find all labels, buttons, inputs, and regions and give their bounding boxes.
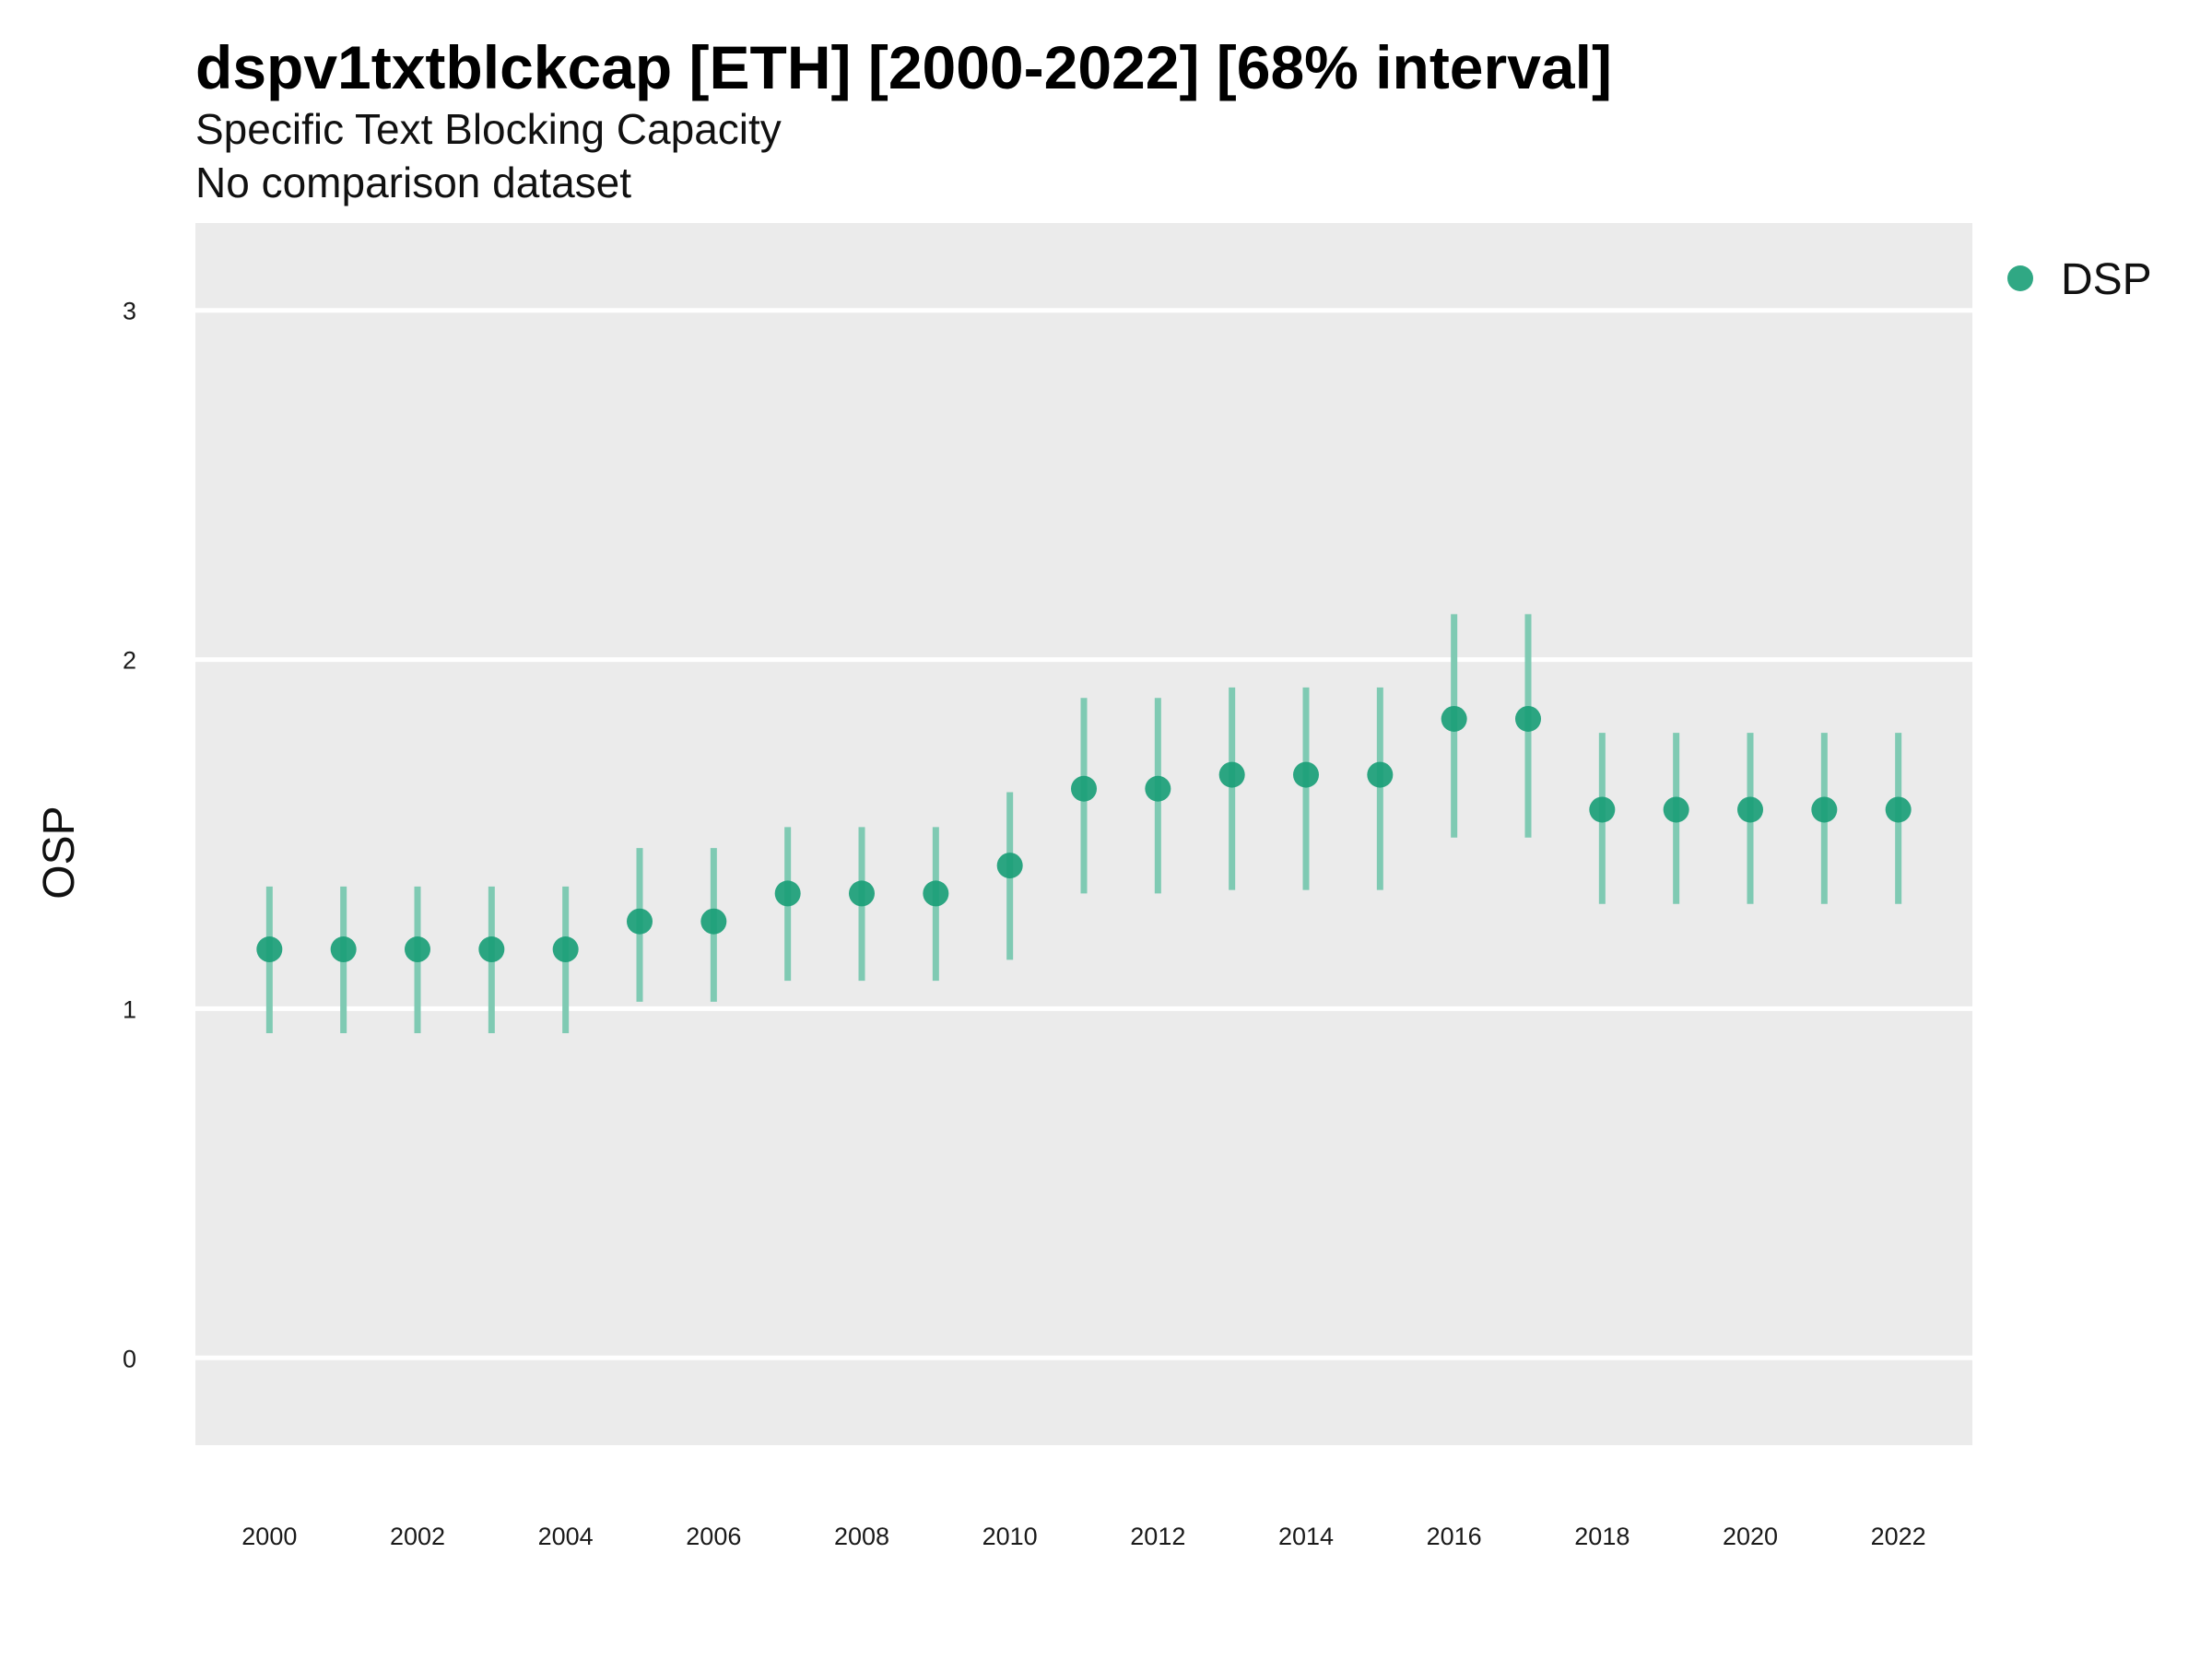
point-2004 (552, 936, 579, 963)
point-2014 (1293, 761, 1319, 788)
chart-caption: No comparison dataset (195, 159, 631, 206)
point-2010 (996, 853, 1023, 879)
point-2011 (1071, 775, 1097, 802)
point-2001 (330, 936, 357, 963)
legend: DSP (2007, 255, 2152, 304)
point-2015 (1367, 761, 1394, 788)
point-2019 (1663, 796, 1689, 823)
y-tick-label-0: 0 (123, 1345, 136, 1372)
x-tick-labels: 2000 2002 2004 2006 2008 2010 2012 2014 2016 2018… (241, 1523, 1925, 1550)
point-2020 (1737, 796, 1763, 823)
point-2009 (923, 880, 949, 907)
x-tick-label-2010: 2010 (982, 1523, 1038, 1550)
x-tick-label-2014: 2014 (1278, 1523, 1334, 1550)
point-2005 (627, 908, 653, 935)
point-2013 (1218, 761, 1245, 788)
point-2018 (1589, 796, 1616, 823)
x-tick-label-2004: 2004 (538, 1523, 594, 1550)
point-2007 (774, 880, 801, 907)
x-tick-label-2002: 2002 (390, 1523, 445, 1550)
y-tick-labels: 0 1 2 3 (123, 298, 136, 1373)
chart-title: dspv1txtblckcap [ETH] [2000-2022] [68% i… (195, 33, 1612, 101)
point-2022 (1885, 796, 1912, 823)
y-tick-label-1: 1 (123, 995, 136, 1023)
legend-key-dsp (2007, 265, 2033, 291)
point-2016 (1441, 705, 1467, 732)
x-tick-label-2020: 2020 (1723, 1523, 1778, 1550)
x-tick-label-2000: 2000 (241, 1523, 297, 1550)
point-2021 (1811, 796, 1838, 823)
y-axis-label: OSP (35, 806, 84, 899)
point-2008 (849, 880, 875, 907)
point-2003 (478, 936, 505, 963)
x-tick-label-2016: 2016 (1427, 1523, 1482, 1550)
legend-label-dsp: DSP (2061, 255, 2152, 304)
data-points (256, 705, 1912, 963)
x-tick-label-2008: 2008 (834, 1523, 889, 1550)
point-2002 (405, 936, 430, 963)
x-tick-label-2006: 2006 (686, 1523, 741, 1550)
point-2006 (700, 908, 727, 935)
point-2012 (1145, 775, 1171, 802)
x-tick-label-2018: 2018 (1574, 1523, 1630, 1550)
y-tick-label-3: 3 (123, 298, 136, 325)
x-tick-label-2022: 2022 (1871, 1523, 1926, 1550)
x-tick-label-2012: 2012 (1130, 1523, 1185, 1550)
point-2017 (1515, 705, 1541, 732)
y-tick-label-2: 2 (123, 647, 136, 675)
chart-subtitle: Specific Text Blocking Capacity (195, 105, 782, 153)
point-2000 (256, 936, 283, 963)
